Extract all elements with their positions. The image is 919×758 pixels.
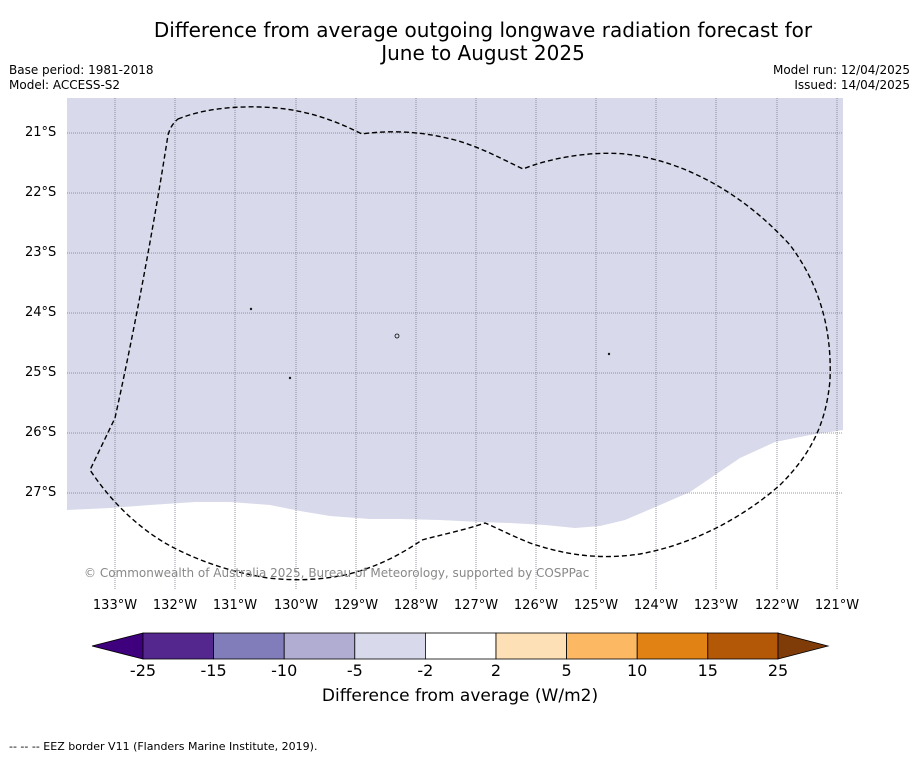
islands: [249, 307, 611, 380]
colorbar-label: Difference from average (W/m2): [321, 686, 599, 706]
lat-label-25s: 25°S: [25, 365, 57, 380]
lat-label-26s: 26°S: [25, 425, 57, 440]
meta-left: Base period: 1981-2018 Model: ACCESS-S2: [9, 63, 154, 93]
issued-date: Issued: 14/04/2025: [794, 78, 910, 92]
grid-lat: [67, 132, 843, 494]
lon-label-130w: 130°W: [273, 598, 319, 613]
colorbar-extend-high: [777, 632, 830, 660]
lon-label-129w: 129°W: [333, 598, 379, 613]
colorbar-bin-2: [213, 632, 285, 660]
colorbar-bin-6: [495, 632, 567, 660]
colorbar-bin-8: [636, 632, 709, 660]
colorbar-bin-1: [142, 632, 214, 660]
colorbar-bin-7: [566, 632, 638, 660]
model-run: Model run: 12/04/2025: [772, 63, 910, 77]
lat-label-27s: 27°S: [25, 485, 57, 500]
lon-label-133w: 133°W: [92, 598, 138, 613]
colorbar-tick: -10: [271, 661, 298, 680]
eez-border: [89, 106, 831, 581]
colorbar-tick: 15: [697, 661, 718, 680]
lon-label-131w: 131°W: [212, 598, 258, 613]
colorbar-bin-4: [354, 632, 426, 660]
colorbar-tick: 10: [627, 661, 648, 680]
colorbar-bin-9: [707, 632, 779, 660]
lon-label-124w: 124°W: [633, 598, 679, 613]
colorbar-tick: 5: [561, 661, 572, 680]
island-4: [607, 352, 611, 356]
title-line-2: June to August 2025: [381, 41, 585, 65]
title-line-1: Difference from average outgoing longwav…: [153, 18, 813, 42]
meta-right: Model run: 12/04/2025 Issued: 14/04/2025: [773, 63, 910, 93]
colorbar-bin-3: [283, 632, 356, 660]
island-3: [288, 376, 292, 380]
lat-label-23s: 23°S: [25, 245, 57, 260]
colorbar-tick: -25: [129, 661, 157, 680]
lon-label-122w: 122°W: [754, 598, 800, 613]
island-1: [249, 307, 253, 311]
chart-title: Difference from average outgoing longwav…: [0, 19, 919, 65]
colorbar-tick: 25: [767, 661, 789, 680]
lon-label-127w: 127°W: [453, 598, 499, 613]
lon-label-123w: 123°W: [693, 598, 739, 613]
lat-label-24s: 24°S: [25, 305, 57, 320]
colorbar-tick: -2: [417, 661, 434, 680]
colorbar-tick: -5: [346, 661, 363, 680]
lon-label-132w: 132°W: [152, 598, 198, 613]
colorbar-tick: 2: [490, 661, 502, 680]
lat-label-22s: 22°S: [25, 185, 57, 200]
lon-label-128w: 128°W: [393, 598, 439, 613]
copyright-notice: © Commonwealth of Australia 2025, Bureau…: [84, 566, 589, 580]
grid-lon: [114, 98, 838, 590]
model-name: Model: ACCESS-S2: [9, 78, 121, 92]
lon-label-126w: 126°W: [513, 598, 559, 613]
island-2: [394, 333, 400, 339]
lon-label-121w: 121°W: [814, 598, 860, 613]
colorbar-extend-low: [91, 632, 144, 660]
colorbar-tick: -15: [200, 661, 227, 680]
lat-label-21s: 21°S: [25, 125, 57, 140]
eez-footnote: -- -- -- EEZ border V11 (Flanders Marine…: [9, 740, 318, 753]
base-period: Base period: 1981-2018: [9, 63, 154, 77]
colorbar: [91, 632, 830, 660]
lon-label-125w: 125°W: [573, 598, 619, 613]
colorbar-bin-5: [424, 632, 497, 660]
